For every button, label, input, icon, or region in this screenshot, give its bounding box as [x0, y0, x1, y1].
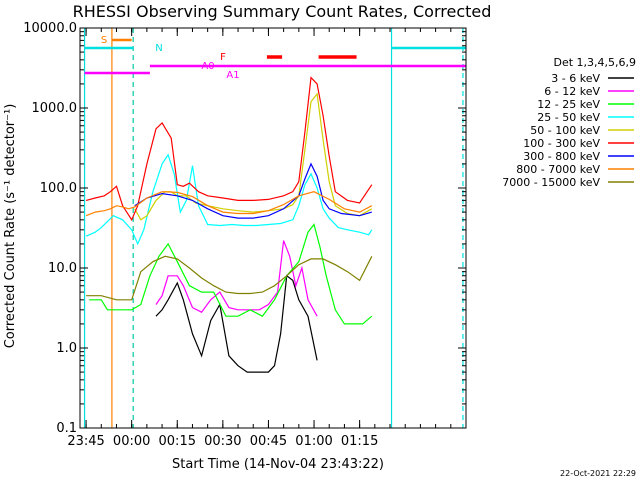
y-tick-label: 1.0 [56, 341, 77, 356]
y-tick-label: 0.1 [56, 421, 77, 436]
legend-50-100-kev-label: 50 - 100 keV [530, 124, 600, 137]
tick-labels: 0.1 1.0 10.0 100.0 1000.0 10000.0 23:45 00:00 00… [23, 21, 378, 449]
series-12-25-kev [89, 223, 373, 325]
y-tick-label: 10.0 [48, 261, 77, 276]
series-3-6-kev [155, 274, 318, 373]
axes [79, 27, 467, 429]
night-label: N [155, 43, 162, 54]
legend-12-25-kev-label: 12 - 25 keV [537, 98, 600, 111]
x-tick-label: 00:15 [159, 434, 196, 449]
series-800-7000-kev [85, 191, 373, 217]
attenuator-a1-label: A1 [226, 70, 239, 81]
footer-date: 22-Oct-2021 22:29 [560, 469, 636, 478]
legend-title: Det 1,3,4,5,6,9 [553, 56, 636, 69]
x-axis-label: Start Time (14-Nov-04 23:43:22) [172, 457, 384, 472]
y-axis-label: Corrected Count Rate (s⁻¹ detector⁻¹) [3, 104, 18, 349]
series-6-12-kev [155, 240, 318, 317]
flare-label: F [220, 52, 226, 63]
status-bars: S N F A0 A1 [83, 28, 466, 428]
x-tick-label: 00:00 [113, 434, 150, 449]
legend-800-7000-kev-label: 800 - 7000 keV [516, 163, 600, 176]
y-tick-label: 100.0 [40, 181, 77, 196]
legend-6-12-kev-label: 6 - 12 keV [544, 85, 600, 98]
series-100-300-kev [85, 76, 373, 222]
series-300-800-kev [134, 162, 372, 219]
series-25-50-kev [85, 153, 373, 246]
legend-300-800-kev-label: 300 - 800 keV [523, 150, 600, 163]
x-tick-label: 00:30 [204, 434, 241, 449]
series-lines [85, 76, 373, 373]
chart-title: RHESSI Observing Summary Count Rates, Co… [73, 2, 492, 21]
attenuator-a0-label: A0 [201, 61, 214, 72]
legend-7000-15000-kev-label: 7000 - 15000 keV [502, 176, 600, 189]
y-tick-label: 10000.0 [23, 21, 77, 36]
plot-frame [79, 27, 467, 429]
x-tick-label: 23:45 [67, 434, 104, 449]
x-tick-label: 01:00 [295, 434, 332, 449]
y-tick-label: 1000.0 [32, 101, 78, 116]
x-tick-label: 01:15 [341, 434, 378, 449]
legend-100-300-kev-label: 100 - 300 keV [523, 137, 600, 150]
legend-3-6-kev-label: 3 - 6 keV [551, 72, 600, 85]
legend-25-50-kev-label: 25 - 50 keV [537, 111, 600, 124]
x-tick-label: 00:45 [250, 434, 287, 449]
saa-label: S [101, 35, 107, 46]
series-7000-15000-kev [86, 255, 373, 301]
